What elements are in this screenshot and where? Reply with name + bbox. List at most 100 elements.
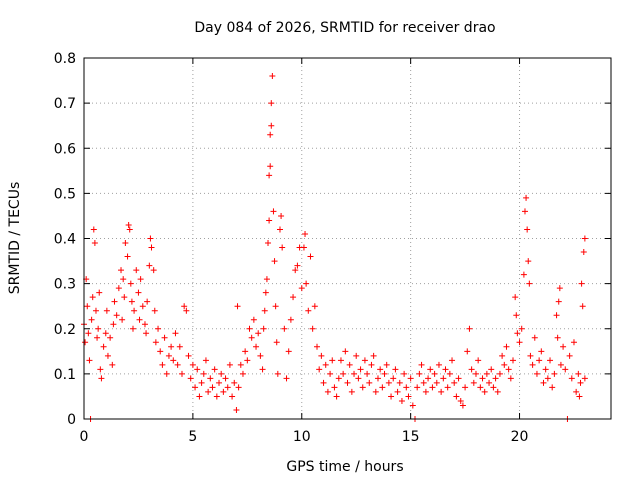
y-tick-label: 0.3 <box>54 277 76 293</box>
plot-frame <box>83 57 612 420</box>
data-point <box>405 393 412 400</box>
data-point <box>557 361 564 368</box>
data-point <box>368 361 375 368</box>
data-point <box>523 194 530 201</box>
x-tick-label: 10 <box>293 429 311 445</box>
data-point <box>200 370 207 377</box>
data-point <box>520 271 527 278</box>
data-point <box>172 330 179 337</box>
data-point <box>318 352 325 359</box>
data-point <box>165 352 172 359</box>
data-point <box>385 379 392 386</box>
data-point <box>392 366 399 373</box>
data-point <box>192 384 199 391</box>
data-point <box>525 258 532 265</box>
data-point <box>462 384 469 391</box>
data-point <box>287 316 294 323</box>
data-point <box>196 393 203 400</box>
data-point <box>109 361 116 368</box>
data-point <box>239 370 246 377</box>
data-point <box>88 316 95 323</box>
data-point <box>357 366 364 373</box>
data-point <box>422 388 429 395</box>
data-point <box>294 262 301 269</box>
data-point <box>335 375 342 382</box>
data-point <box>516 339 523 346</box>
y-tick-label: 0.2 <box>54 322 76 338</box>
data-point <box>205 388 212 395</box>
data-point <box>361 357 368 364</box>
data-point <box>540 379 547 386</box>
data-point <box>420 379 427 386</box>
data-point <box>253 343 260 350</box>
data-point <box>147 235 154 242</box>
data-point <box>333 393 340 400</box>
data-point <box>113 312 120 319</box>
data-point <box>449 357 456 364</box>
data-point <box>577 379 584 386</box>
data-point <box>442 366 449 373</box>
data-point <box>466 325 473 332</box>
data-point <box>143 330 150 337</box>
data-point <box>144 298 151 305</box>
data-point <box>429 384 436 391</box>
data-point <box>269 73 276 80</box>
data-point <box>202 357 209 364</box>
data-point <box>501 361 508 368</box>
data-point <box>468 366 475 373</box>
data-point <box>86 357 93 364</box>
data-point <box>324 388 331 395</box>
data-point <box>94 334 101 341</box>
data-point <box>499 352 506 359</box>
data-point <box>198 379 205 386</box>
data-point <box>554 334 561 341</box>
data-point <box>344 379 351 386</box>
x-tick-label: 15 <box>402 429 420 445</box>
data-point <box>131 307 138 314</box>
data-point <box>98 375 105 382</box>
data-point <box>464 348 471 355</box>
data-point <box>181 303 188 310</box>
data-point <box>242 348 249 355</box>
data-point <box>575 370 582 377</box>
data-point <box>244 357 251 364</box>
data-point <box>298 285 305 292</box>
data-point <box>444 384 451 391</box>
data-point <box>161 334 168 341</box>
data-point <box>316 366 323 373</box>
data-point <box>276 226 283 233</box>
data-point <box>555 298 562 305</box>
data-point <box>459 402 466 409</box>
data-point <box>285 348 292 355</box>
data-point <box>470 379 477 386</box>
data-point <box>274 370 281 377</box>
data-point <box>342 348 349 355</box>
data-point <box>512 294 519 301</box>
data-point <box>514 330 521 337</box>
data-point <box>229 393 236 400</box>
data-point <box>90 226 97 233</box>
data-point <box>133 267 140 274</box>
data-point <box>381 370 388 377</box>
data-point <box>281 325 288 332</box>
data-point <box>255 330 262 337</box>
data-point <box>283 375 290 382</box>
data-point <box>129 325 136 332</box>
data-point <box>451 379 458 386</box>
data-point <box>581 235 588 242</box>
data-point <box>435 361 442 368</box>
data-point <box>146 262 153 269</box>
data-point <box>322 361 329 368</box>
data-point <box>168 343 175 350</box>
y-tick-label: 0.8 <box>54 51 76 67</box>
data-point <box>536 357 543 364</box>
data-point <box>122 240 129 247</box>
data-point <box>262 289 269 296</box>
data-point <box>95 325 102 332</box>
data-point <box>266 172 273 179</box>
data-point <box>148 244 155 251</box>
data-point <box>383 361 390 368</box>
y-tick-label: 0.6 <box>54 141 76 157</box>
data-point <box>521 208 528 215</box>
